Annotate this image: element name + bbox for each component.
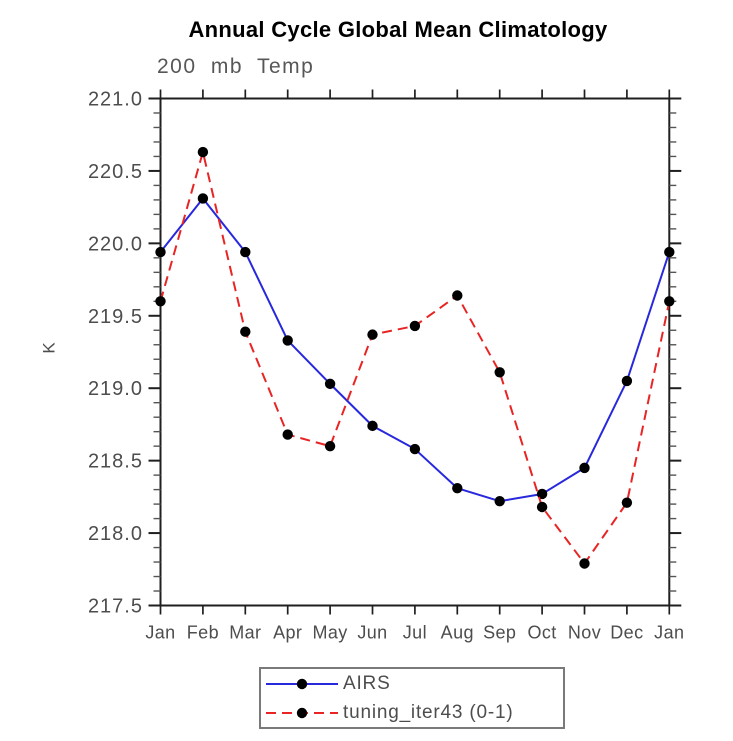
x-tick-label: Jan — [145, 623, 175, 643]
legend-dot-0 — [296, 678, 308, 689]
chart-title: Annual Cycle Global Mean Climatology — [188, 17, 608, 42]
series-0-marker — [579, 462, 590, 474]
y-tick-label: 221.0 — [88, 89, 143, 111]
x-tick-label: Feb — [187, 623, 219, 643]
series-1-marker — [367, 329, 378, 340]
y-tick-label: 219.5 — [88, 306, 143, 328]
series-line-1 — [159, 151, 671, 565]
series-0-marker — [409, 443, 421, 455]
series-0-marker — [155, 246, 166, 258]
y-tick-label: 220.5 — [88, 161, 143, 183]
series-1-marker — [664, 296, 675, 307]
series-0-marker — [621, 375, 633, 387]
series-0-marker — [536, 488, 548, 500]
x-tick-label: Mar — [229, 623, 261, 643]
series-line-0 — [159, 197, 671, 503]
x-tick-label: Sep — [483, 623, 516, 643]
series-1-marker — [324, 440, 336, 452]
series-0-marker — [282, 335, 293, 346]
series-0-marker — [367, 420, 378, 432]
series-1-marker — [240, 326, 251, 337]
series-1-marker — [494, 367, 505, 378]
series-1-marker — [621, 497, 633, 508]
x-tick-label: Aug — [441, 623, 474, 643]
series-0-marker — [240, 246, 251, 258]
legend-label-airs: AIRS — [343, 672, 391, 694]
legend-marker-airs — [266, 678, 338, 689]
series-0-marker — [494, 496, 505, 507]
series-0-marker — [452, 482, 463, 494]
series-1-marker — [409, 320, 421, 332]
x-tick-label: Jan — [654, 623, 684, 643]
x-tick-label: Nov — [568, 623, 601, 643]
y-tick-label: 219.0 — [88, 378, 143, 400]
series-0-marker — [664, 246, 675, 258]
series-1-marker — [155, 296, 166, 307]
y-tick-label: 218.5 — [88, 451, 143, 473]
legend-marker-tuning — [266, 707, 338, 718]
chart-subtitle: 200 mb Temp — [157, 55, 315, 78]
legend-item-airs: AIRS — [264, 669, 563, 698]
y-tick-label: 220.0 — [88, 233, 143, 255]
series-1-marker — [282, 429, 293, 440]
y-tick-label: 217.5 — [88, 596, 143, 618]
series-1-marker — [452, 290, 463, 301]
legend-label-tuning: tuning_iter43 (0-1) — [343, 701, 514, 723]
x-tick-label: May — [312, 623, 347, 643]
legend-dot-1 — [296, 707, 308, 718]
legend: AIRS tuning_iter43 (0-1) — [259, 667, 565, 729]
y-tick-label: 218.0 — [88, 523, 143, 545]
series-1-marker — [536, 501, 548, 513]
legend-item-tuning: tuning_iter43 (0-1) — [264, 698, 563, 727]
x-tick-label: Jun — [357, 623, 387, 643]
x-tick-label: Dec — [610, 623, 643, 643]
series-1-marker — [579, 558, 590, 569]
x-tick-label: Oct — [527, 623, 556, 643]
axis-frame — [159, 97, 671, 607]
series-1-marker — [197, 146, 209, 158]
x-tick-label: Jul — [403, 623, 427, 643]
series-0-marker — [324, 378, 336, 390]
series-0-marker — [197, 193, 209, 204]
x-tick-label: Apr — [273, 623, 302, 643]
